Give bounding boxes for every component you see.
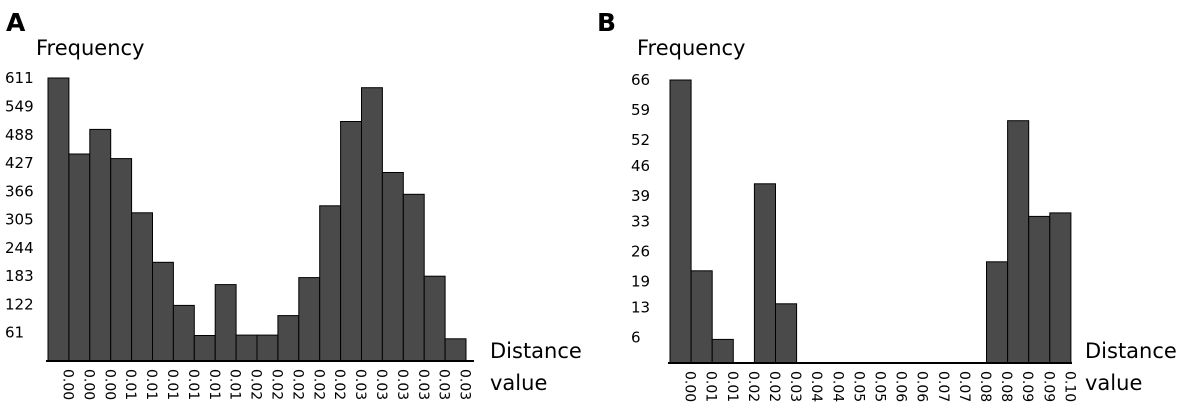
histogram-bar xyxy=(68,153,91,362)
histogram-bar xyxy=(47,77,70,362)
histogram-bar xyxy=(753,183,777,364)
histogram-bar xyxy=(89,128,112,362)
y-axis-label: Frequency xyxy=(36,36,145,60)
histogram-bar xyxy=(172,304,195,362)
x-tick-label: 0.02 xyxy=(310,369,326,400)
x-tick-label: 0.01 xyxy=(206,369,222,400)
y-axis-label: Frequency xyxy=(637,36,746,60)
y-tick-label: 33 xyxy=(631,213,650,231)
histogram-bar xyxy=(711,338,734,364)
panel-a: A Frequency 61 122 183 244 305 366 427 488 549 611 0… xyxy=(5,8,582,400)
y-tick-label: 244 xyxy=(5,239,34,257)
histogram-bar xyxy=(690,270,713,364)
histogram-bar xyxy=(298,277,321,362)
x-tick-label: 0.01 xyxy=(185,369,201,400)
histogram-bar xyxy=(775,303,798,364)
x-tick-label: 0.09 xyxy=(1040,371,1056,402)
x-axis-label-line-2: value xyxy=(490,371,547,395)
x-tick-label: 0.00 xyxy=(59,369,75,400)
x-tick-label: 0.02 xyxy=(766,371,782,402)
x-tick-label: 0.01 xyxy=(122,369,138,400)
y-tick-label: 305 xyxy=(5,211,34,229)
histogram-bar xyxy=(256,334,279,362)
panel-letter: B xyxy=(597,8,616,37)
histogram-bar xyxy=(340,121,363,362)
x-tick-label: 0.01 xyxy=(143,369,159,400)
x-tick-label: 0.02 xyxy=(331,369,347,400)
histogram-bar xyxy=(381,172,404,362)
histogram-bar xyxy=(361,87,383,362)
x-tick-label: 0.10 xyxy=(1061,371,1077,402)
x-tick-label: 0.03 xyxy=(436,369,452,400)
x-tick-label: 0.00 xyxy=(682,371,698,402)
x-tick-label: 0.01 xyxy=(164,369,180,400)
panel-b: B Frequency 6 13 19 26 33 39 46 52 59 66 0.00 0.01 0.0… xyxy=(597,8,1177,402)
histogram-bar xyxy=(131,212,154,362)
x-tick-label: 0.08 xyxy=(977,371,993,402)
x-tick-label: 0.02 xyxy=(745,371,761,402)
histogram-bar xyxy=(319,205,342,362)
y-tick-label: 183 xyxy=(5,267,34,285)
histogram-bar xyxy=(402,193,425,362)
histogram-bar xyxy=(1049,212,1072,364)
y-tick-label: 59 xyxy=(631,101,650,119)
y-tick-label: 46 xyxy=(631,157,650,175)
y-tick-label: 61 xyxy=(5,324,24,342)
histogram-bar xyxy=(214,284,237,362)
y-tick-label: 427 xyxy=(5,154,34,172)
x-tick-label: 0.02 xyxy=(289,369,305,400)
histogram-bar xyxy=(986,261,1009,364)
x-tick-label: 0.03 xyxy=(457,369,473,400)
x-tick-label: 0.05 xyxy=(871,371,887,402)
x-axis-label-line-1: Distance xyxy=(1085,339,1177,363)
histogram-bar xyxy=(110,158,133,362)
y-tick-label: 488 xyxy=(5,126,34,144)
histogram-bar xyxy=(1007,120,1030,364)
histogram-bar xyxy=(193,335,216,362)
y-tick-label: 19 xyxy=(631,273,650,291)
x-tick-label: 0.03 xyxy=(352,369,368,400)
y-tick-label: 13 xyxy=(631,298,650,316)
y-tick-label: 6 xyxy=(631,328,641,346)
x-tick-label: 0.03 xyxy=(373,369,389,400)
x-axis-label-line-1: Distance xyxy=(490,339,582,363)
histogram-bar xyxy=(277,315,300,362)
histogram-bar xyxy=(235,334,258,362)
panel-letter: A xyxy=(6,8,26,37)
x-tick-label: 0.04 xyxy=(808,371,824,402)
x-tick-label: 0.05 xyxy=(850,371,866,402)
y-tick-label: 26 xyxy=(631,243,650,261)
x-tick-label: 0.07 xyxy=(935,371,951,402)
y-tick-label: 66 xyxy=(631,71,650,89)
x-tick-label: 0.00 xyxy=(80,369,96,400)
x-tick-label: 0.06 xyxy=(914,371,930,402)
x-tick-label: 0.03 xyxy=(394,369,410,400)
x-tick-label: 0.03 xyxy=(787,371,803,402)
x-tick-label: 0.03 xyxy=(415,369,431,400)
y-tick-label: 52 xyxy=(631,131,650,149)
y-tick-label: 366 xyxy=(5,182,34,200)
x-tick-label: 0.02 xyxy=(268,369,284,400)
x-tick-label: 0.04 xyxy=(829,371,845,402)
histogram-bar xyxy=(423,275,446,362)
x-tick-label: 0.01 xyxy=(724,371,740,402)
histogram-bar xyxy=(152,261,174,362)
x-tick-label: 0.01 xyxy=(703,371,719,402)
y-tick-label: 122 xyxy=(5,295,34,313)
y-tick-label: 611 xyxy=(5,69,34,87)
histogram-bar xyxy=(444,338,467,362)
y-tick-label: 549 xyxy=(5,98,34,116)
y-tick-label: 39 xyxy=(631,187,650,205)
histogram-bar xyxy=(1028,215,1051,364)
x-tick-label: 0.08 xyxy=(998,371,1014,402)
x-tick-label: 0.06 xyxy=(893,371,909,402)
x-tick-label: 0.00 xyxy=(101,369,117,400)
histogram-bar xyxy=(669,79,692,364)
x-tick-label: 0.07 xyxy=(956,371,972,402)
x-tick-label: 0.09 xyxy=(1019,371,1035,402)
x-axis-label-line-2: value xyxy=(1085,371,1142,395)
x-tick-label: 0.01 xyxy=(227,369,243,400)
x-tick-label: 0.02 xyxy=(248,369,264,400)
